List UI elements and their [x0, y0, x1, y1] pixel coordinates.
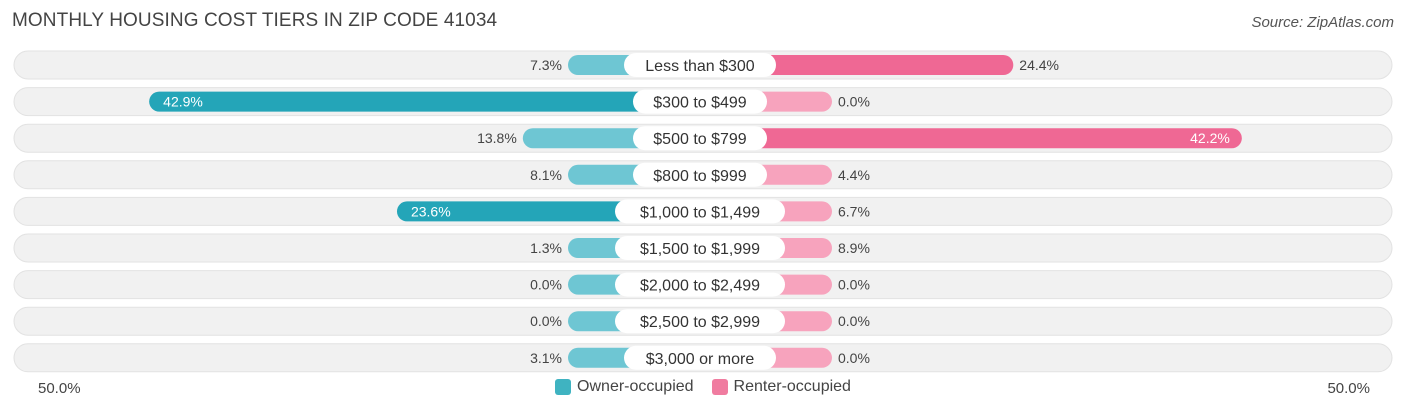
chart-source: Source: ZipAtlas.com	[1251, 14, 1394, 31]
category-pill	[633, 89, 767, 114]
owner-value-label: 0.0%	[530, 313, 562, 329]
category-pill	[615, 272, 785, 297]
renter-value-label: 42.2%	[1190, 130, 1230, 146]
category-label: $800 to $999	[653, 168, 747, 185]
owner-bar	[149, 91, 700, 112]
renter-value-label: 6.7%	[838, 203, 870, 219]
category-pill	[624, 53, 776, 77]
legend-item-owner: Owner-occupied	[555, 378, 694, 396]
renter-bar	[700, 128, 1242, 149]
legend-label-owner: Owner-occupied	[577, 378, 694, 395]
category-pill	[615, 236, 785, 260]
owner-value-label: 0.0%	[530, 277, 562, 293]
category-pill	[633, 162, 767, 187]
owner-value-label: 8.1%	[530, 167, 562, 183]
category-label: $2,000 to $2,499	[640, 278, 760, 295]
legend-label-renter: Renter-occupied	[733, 378, 851, 395]
category-pill	[624, 345, 776, 370]
renter-bar	[700, 55, 1014, 75]
renter-value-label: 24.4%	[1019, 57, 1059, 73]
legend-swatch-owner	[555, 379, 572, 395]
category-label: $1,000 to $1,499	[640, 204, 760, 221]
renter-value-label: 0.0%	[838, 277, 870, 293]
renter-value-label: 8.9%	[838, 240, 870, 256]
owner-value-label: 42.9%	[163, 94, 203, 110]
axis-left-label: 50.0%	[38, 380, 81, 397]
category-pill	[615, 309, 785, 334]
renter-value-label: 0.0%	[838, 350, 870, 366]
category-pill	[633, 126, 767, 151]
owner-value-label: 23.6%	[411, 203, 451, 219]
chart-title: MONTHLY HOUSING COST TIERS IN ZIP CODE 4…	[12, 10, 498, 31]
owner-value-label: 1.3%	[530, 240, 562, 256]
legend-item-renter: Renter-occupied	[711, 378, 851, 396]
owner-value-label: 7.3%	[530, 57, 562, 73]
category-label: $1,500 to $1,999	[640, 241, 760, 258]
renter-value-label: 4.4%	[838, 167, 870, 183]
category-label: $3,000 or more	[646, 351, 755, 368]
legend: Owner-occupied Renter-occupied	[0, 378, 1406, 396]
renter-value-label: 0.0%	[838, 94, 870, 110]
owner-value-label: 13.8%	[477, 130, 517, 146]
category-label: $300 to $499	[653, 95, 747, 112]
category-label: $500 to $799	[653, 131, 747, 148]
category-label: Less than $300	[645, 58, 755, 75]
renter-value-label: 0.0%	[838, 313, 870, 329]
axis-right-label: 50.0%	[1327, 380, 1370, 397]
legend-swatch-renter	[711, 379, 728, 395]
category-pill	[615, 199, 785, 224]
owner-value-label: 3.1%	[530, 350, 562, 366]
category-label: $2,500 to $2,999	[640, 314, 760, 331]
